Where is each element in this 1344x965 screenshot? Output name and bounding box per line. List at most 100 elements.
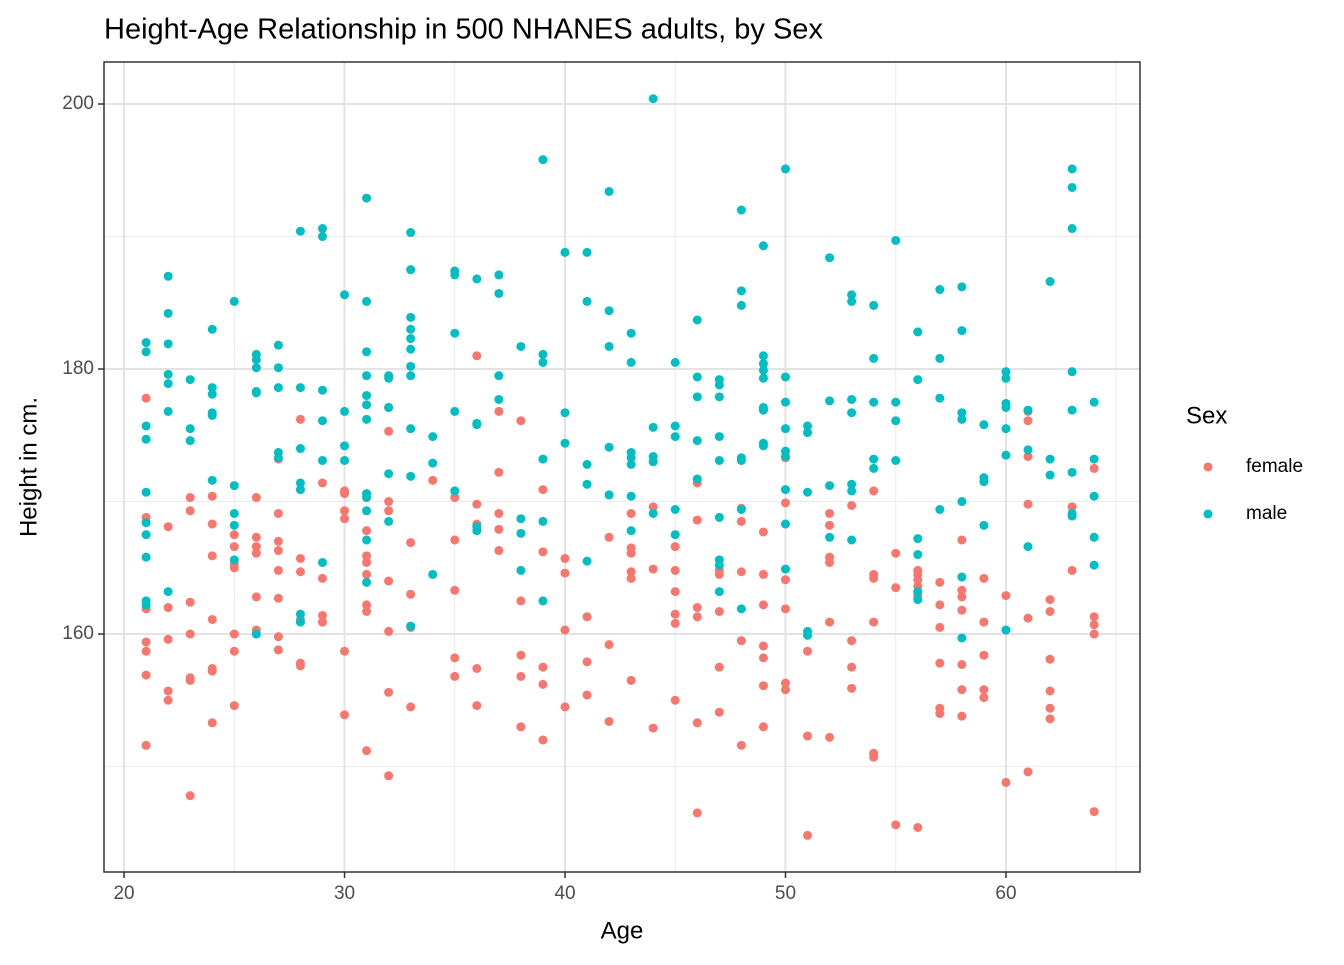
point [295,553,305,563]
point [538,349,548,359]
point [847,683,857,693]
point [229,542,239,552]
point [1045,686,1055,696]
point [803,630,813,640]
point [516,671,526,681]
point [1045,703,1055,713]
point [582,657,592,667]
point [825,520,835,530]
point [891,455,901,465]
point [428,432,438,442]
point [979,520,989,530]
point [847,296,857,306]
point [450,653,460,663]
point [207,614,217,624]
point [891,397,901,407]
point [406,312,416,322]
point [163,522,173,532]
point [317,610,327,620]
point [714,392,724,402]
point [891,235,901,245]
point [273,453,283,463]
point [935,600,945,610]
point [1089,807,1099,817]
point [406,228,416,238]
x-tick-label: 40 [554,883,575,904]
x-tick-label: 20 [113,883,134,904]
point [626,675,636,685]
point [362,493,372,503]
point [229,530,239,540]
point [295,226,305,236]
point [384,626,394,636]
point [869,573,879,583]
point [362,371,372,381]
point [780,575,790,585]
point [384,516,394,526]
point [648,502,658,512]
point [207,551,217,561]
point [406,589,416,599]
point [758,527,768,537]
point [141,487,151,497]
point [626,573,636,583]
point [913,575,923,585]
point [295,485,305,495]
point [362,400,372,410]
point [560,568,570,578]
legend-title: Sex [1186,402,1227,429]
point [273,565,283,575]
point [560,408,570,418]
point [957,414,967,424]
point [273,632,283,642]
point [516,514,526,524]
point [163,406,173,416]
point [538,485,548,495]
point [295,444,305,454]
point [626,459,636,469]
point [406,471,416,481]
point [913,375,923,385]
point [207,666,217,676]
point [207,383,217,393]
point [803,487,813,497]
point [273,536,283,546]
point [758,351,768,361]
point [1089,612,1099,622]
point [538,357,548,367]
point [714,707,724,717]
point [957,572,967,582]
point [317,573,327,583]
point [295,567,305,577]
point [648,508,658,518]
point [560,625,570,635]
point [1067,511,1077,521]
point [847,290,857,300]
point [891,548,901,558]
point [780,564,790,574]
point [626,548,636,558]
point [957,585,967,595]
point [1045,654,1055,664]
point [340,441,350,451]
point [538,679,548,689]
chart-title: Height-Age Relationship in 500 NHANES ad… [104,14,823,46]
point [670,609,680,619]
point [803,646,813,656]
point [780,485,790,495]
point [670,587,680,597]
point [825,732,835,742]
point [141,600,151,610]
point [780,498,790,508]
point [1067,182,1077,192]
point [494,508,504,518]
point [516,528,526,538]
point [362,600,372,610]
point [957,605,967,615]
point [582,296,592,306]
point [141,434,151,444]
x-axis-label: Age [601,917,644,944]
point [516,722,526,732]
